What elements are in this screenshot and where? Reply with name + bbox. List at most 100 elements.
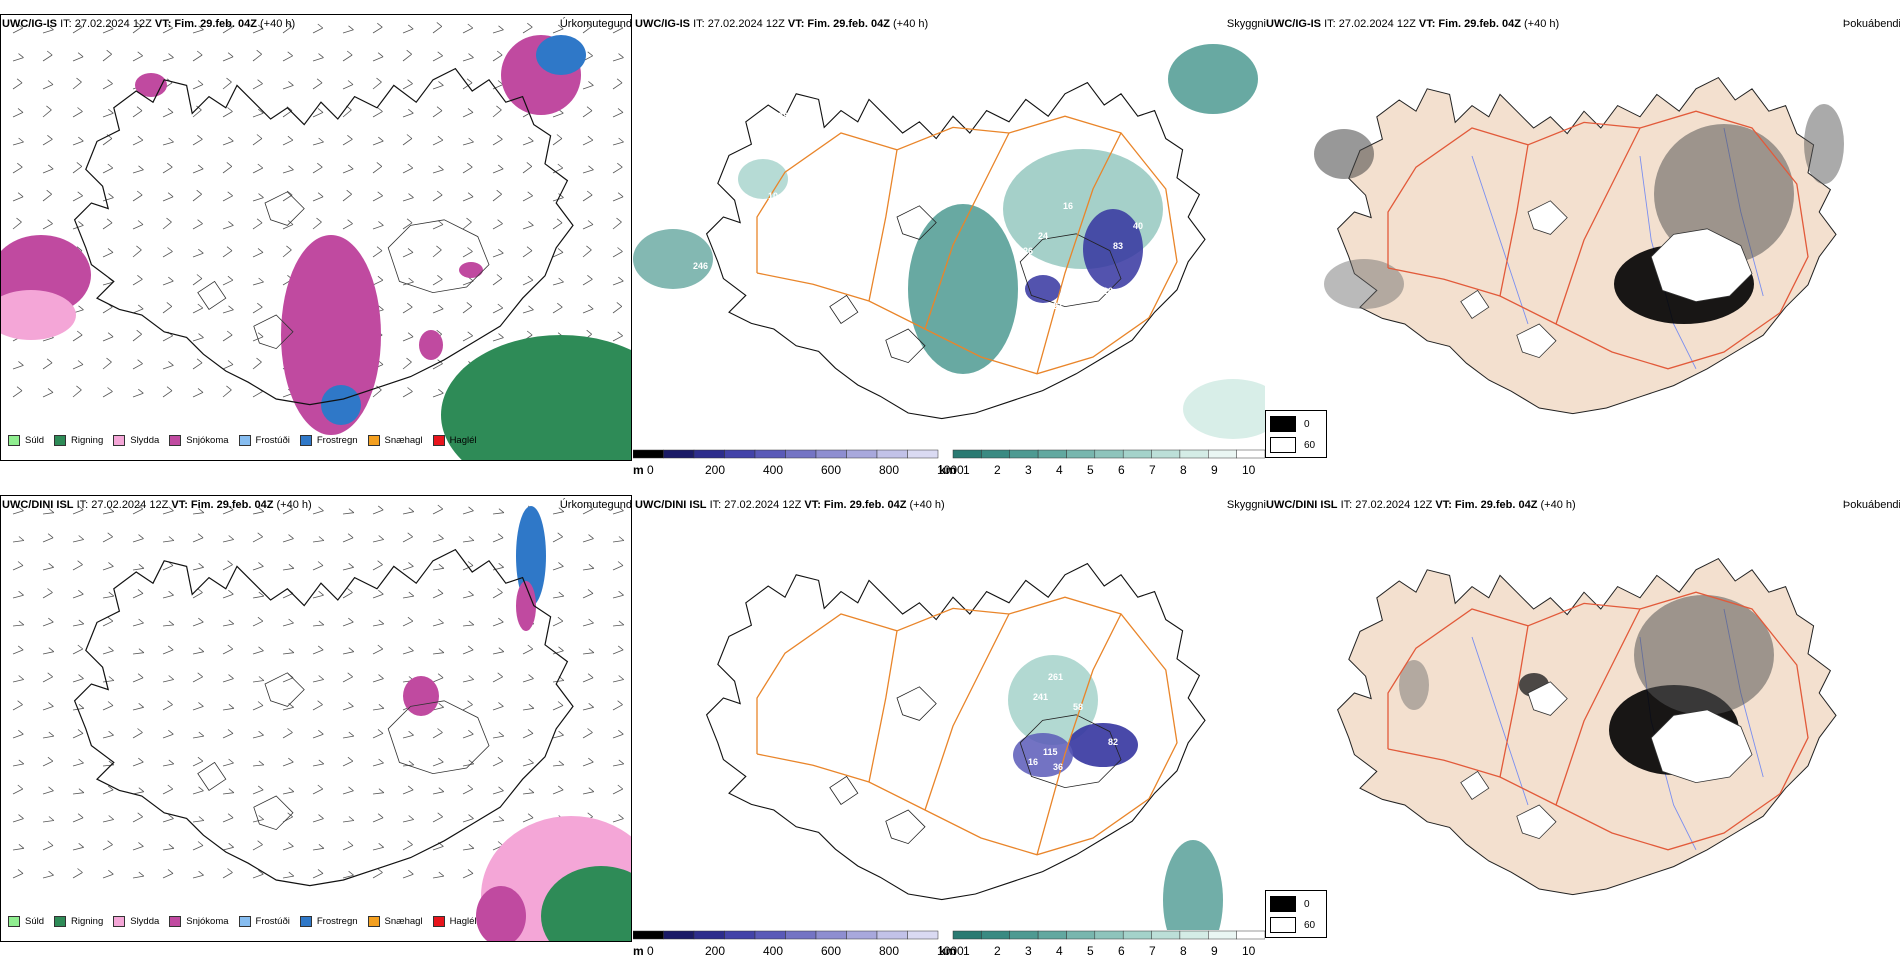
colorbar-segment bbox=[952, 930, 982, 940]
fog-area bbox=[1634, 595, 1774, 715]
legend-label: Haglél bbox=[449, 916, 477, 927]
colorbar-segment bbox=[1037, 930, 1067, 940]
panel-title: Þokuábendi bbox=[1842, 18, 1900, 30]
road-network bbox=[756, 115, 1178, 375]
colorbar-tick: 400 bbox=[763, 944, 783, 958]
model-name: UWC/IG-IS bbox=[1266, 18, 1321, 30]
colorbar-tick: 2 bbox=[994, 944, 1001, 958]
colorbar-segment bbox=[663, 449, 695, 459]
panel-header: UWC/IG-IS IT: 27.02.2024 12Z VT: Fim. 29… bbox=[635, 18, 928, 30]
visibility-map: 246 38 38 44 12 16 24 26 83 40 16 21 10 bbox=[633, 39, 1265, 449]
rain-area bbox=[441, 335, 631, 460]
valid-time: Fim. 29.feb. 04Z bbox=[1438, 18, 1521, 30]
valid-time: Fim. 29.feb. 04Z bbox=[807, 18, 890, 30]
legend-item: Frostregn bbox=[299, 916, 358, 927]
colorbar-tick: 3 bbox=[1025, 463, 1032, 477]
colorbar-segment bbox=[1151, 930, 1181, 940]
legend-swatch bbox=[1270, 896, 1296, 912]
visibility-value-label: 40 bbox=[1133, 221, 1143, 231]
legend-label: Súld bbox=[25, 916, 45, 927]
legend-label: 60 bbox=[1304, 439, 1316, 451]
colorbar-segment bbox=[1066, 449, 1096, 459]
colorbar-tick: 1000 bbox=[937, 463, 964, 477]
valid-time-label: VT: bbox=[171, 499, 188, 511]
legend-item: Haglél bbox=[432, 435, 477, 446]
init-time: IT: 27.02.2024 12Z bbox=[693, 18, 785, 30]
visibility-value-label: 36 bbox=[1053, 762, 1063, 772]
low-visibility-area bbox=[1168, 44, 1258, 114]
road-network bbox=[1387, 591, 1809, 851]
valid-time: Fim. 29.feb. 04Z bbox=[190, 499, 274, 511]
colorbar-segment bbox=[1151, 449, 1181, 459]
legend-label: Snæhagl bbox=[384, 435, 423, 446]
road-network bbox=[756, 596, 1178, 856]
legend-label: Rigning bbox=[71, 916, 104, 927]
visibility-value-label: 82 bbox=[1108, 737, 1118, 747]
colorbar-segment bbox=[663, 930, 695, 940]
colorbar-tick: 800 bbox=[879, 944, 899, 958]
legend-swatch bbox=[1270, 416, 1296, 432]
panel-header: UWC/DINI ISL IT: 27.02.2024 12Z VT: Fim.… bbox=[2, 499, 312, 511]
legend-label: Súld bbox=[25, 435, 45, 446]
colorbar-tick: 7 bbox=[1149, 944, 1156, 958]
init-time: IT: 27.02.2024 12Z bbox=[60, 18, 152, 30]
low-visibility-area bbox=[1163, 840, 1223, 930]
colorbar-segment bbox=[754, 449, 786, 459]
panel-header: UWC/IG-IS IT: 27.02.2024 12Z VT: Fim. 29… bbox=[1266, 18, 1559, 30]
wind-barbs bbox=[12, 504, 625, 879]
fog-area bbox=[1399, 660, 1429, 710]
precip-type-map bbox=[0, 495, 632, 942]
legend-item: 0 bbox=[1270, 416, 1322, 432]
colorbar-tick: 600 bbox=[821, 463, 841, 477]
fog-area bbox=[1068, 723, 1138, 767]
legend-swatch bbox=[367, 435, 380, 446]
colorbar-segment bbox=[1179, 449, 1209, 459]
legend-item: Snæhagl bbox=[367, 916, 423, 927]
colorbar-unit: km bbox=[939, 463, 956, 477]
visibility-value-label: 16 bbox=[1103, 286, 1113, 296]
visibility-map: 261 241 115 82 58 36 16 bbox=[633, 520, 1265, 930]
colorbar-tick: 1 bbox=[963, 463, 970, 477]
coastline bbox=[73, 67, 574, 406]
valid-time: Fim. 29.feb. 04Z bbox=[174, 18, 257, 30]
valid-time-label: VT: bbox=[787, 18, 805, 30]
glacier-outline bbox=[1019, 233, 1122, 308]
fog-area bbox=[1804, 104, 1844, 184]
colorbar-tick: 10 bbox=[1242, 463, 1256, 477]
colorbar-segment bbox=[815, 930, 847, 940]
visibility-value-label: 16 bbox=[1028, 757, 1038, 767]
init-time: IT: 27.02.2024 12Z bbox=[76, 499, 169, 511]
fog-area bbox=[1314, 129, 1374, 179]
legend-label: Snjókoma bbox=[186, 916, 229, 927]
model-name: UWC/DINI ISL bbox=[1266, 499, 1338, 511]
colorbar-tick: 6 bbox=[1118, 463, 1125, 477]
model-name: UWC/DINI ISL bbox=[635, 499, 707, 511]
legend-label: Snæhagl bbox=[384, 916, 423, 927]
lead-time: (+40 h) bbox=[260, 18, 296, 30]
legend-swatch bbox=[113, 435, 126, 446]
colorbar-unit: m bbox=[633, 463, 644, 477]
rain-area bbox=[541, 866, 631, 941]
legend-label: Frostregn bbox=[316, 435, 358, 446]
init-time: IT: 27.02.2024 12Z bbox=[1340, 499, 1433, 511]
legend-swatch bbox=[238, 435, 251, 446]
glacier-outline bbox=[253, 314, 294, 350]
precip-type-map bbox=[0, 14, 632, 461]
colorbar-segment bbox=[981, 930, 1011, 940]
legend-swatch bbox=[169, 435, 182, 446]
visibility-value-label: 115 bbox=[1043, 747, 1058, 757]
lead-time: (+40 h) bbox=[1524, 18, 1560, 30]
low-visibility-area bbox=[738, 159, 788, 199]
glacier-outline bbox=[1460, 289, 1490, 319]
glacier-outline bbox=[1516, 804, 1557, 840]
colorbar-tick: 2 bbox=[994, 463, 1001, 477]
glacier-outline bbox=[829, 294, 859, 324]
colorbar-segment bbox=[981, 449, 1011, 459]
legend-label: Slydda bbox=[130, 916, 160, 927]
visibility-value-label: 241 bbox=[1033, 692, 1048, 702]
legend-label: Haglél bbox=[449, 435, 477, 446]
colorbar-tick: 10 bbox=[1242, 944, 1256, 958]
colorbar-segment bbox=[785, 449, 817, 459]
colorbar-tick: 400 bbox=[763, 463, 783, 477]
colorbar-tick: 5 bbox=[1087, 463, 1094, 477]
